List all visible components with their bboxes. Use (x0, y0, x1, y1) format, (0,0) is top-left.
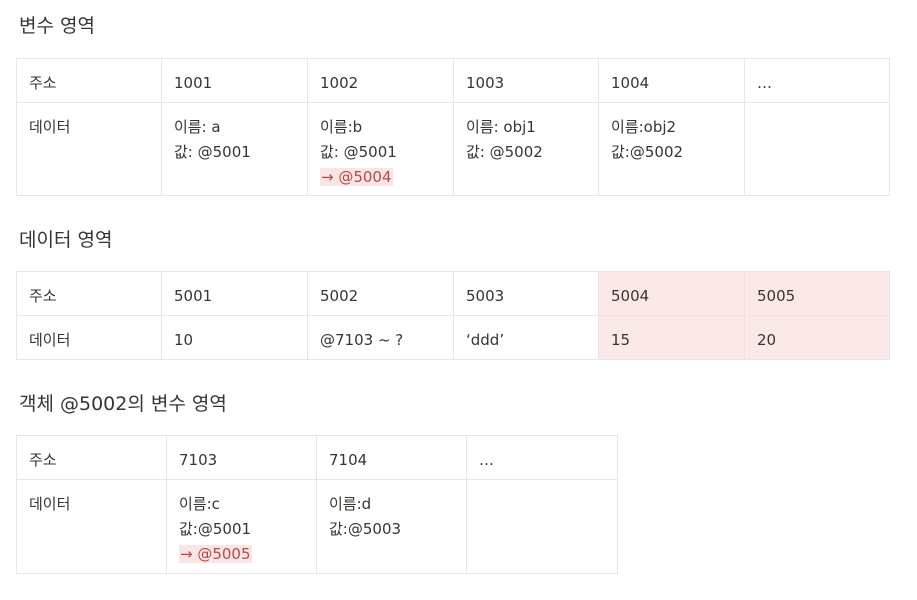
data-cell: @7103 ~ ? (307, 315, 454, 360)
var-value: 값:@5003 (329, 520, 402, 538)
var-name: 이름: a (174, 118, 221, 136)
row-label: 데이터 (16, 479, 167, 574)
object-variable-area-heading: 객체 @5002의 변수 영역 (19, 393, 227, 415)
changed-value: → @5005 (179, 545, 252, 563)
var-name: 이름: obj1 (466, 118, 536, 136)
row-label: 주소 (16, 58, 162, 103)
address-cell: 1002 (307, 58, 454, 103)
data-cell-highlighted: 15 (598, 315, 745, 360)
data-row: 데이터 이름: a 값: @5001 이름:b 값: @5001 → @5004… (16, 102, 890, 196)
object-variable-area-table: 주소 7103 7104 … 데이터 이름:c 값:@5001 → @5005 … (16, 435, 618, 574)
address-row: 주소 1001 1002 1003 1004 … (16, 58, 890, 103)
var-name: 이름:c (179, 495, 220, 513)
var-value: 값: @5001 (174, 143, 251, 161)
row-label: 주소 (16, 271, 162, 316)
row-label: 데이터 (16, 315, 162, 360)
data-cell: 이름: obj1 값: @5002 (453, 102, 599, 196)
address-cell: 1001 (161, 58, 308, 103)
address-cell: 7104 (316, 435, 467, 480)
address-cell: 5002 (307, 271, 454, 316)
data-row: 데이터 이름:c 값:@5001 → @5005 이름:d 값:@5003 (16, 479, 618, 574)
data-row: 데이터 10 @7103 ~ ? ‘ddd’ 15 20 (16, 315, 890, 360)
row-label: 데이터 (16, 102, 162, 196)
address-cell: 1003 (453, 58, 599, 103)
data-area-heading: 데이터 영역 (19, 229, 113, 251)
address-cell: 1004 (598, 58, 745, 103)
changed-value: → @5004 (320, 168, 393, 186)
data-cell: 이름:c 값:@5001 → @5005 (166, 479, 317, 574)
address-cell: 7103 (166, 435, 317, 480)
data-cell: 이름: a 값: @5001 (161, 102, 308, 196)
var-name: 이름:d (329, 495, 372, 513)
data-cell: ‘ddd’ (453, 315, 599, 360)
var-value: 값:@5001 (179, 520, 252, 538)
row-label: 주소 (16, 435, 167, 480)
address-row: 주소 5001 5002 5003 5004 5005 (16, 271, 890, 316)
variable-area-table: 주소 1001 1002 1003 1004 … 데이터 이름: a 값: @5… (16, 58, 890, 196)
address-cell-highlighted: 5005 (744, 271, 890, 316)
address-cell: 5003 (453, 271, 599, 316)
data-cell (744, 102, 890, 196)
address-row: 주소 7103 7104 … (16, 435, 618, 480)
data-area-table: 주소 5001 5002 5003 5004 5005 데이터 10 @7103… (16, 271, 890, 360)
variable-area-heading: 변수 영역 (19, 15, 95, 37)
var-name: 이름:obj2 (611, 118, 677, 136)
data-cell (466, 479, 618, 574)
data-cell: 이름:obj2 값:@5002 (598, 102, 745, 196)
address-cell: … (744, 58, 890, 103)
var-value: 값:@5002 (611, 143, 684, 161)
var-value: 값: @5002 (466, 143, 543, 161)
var-name: 이름:b (320, 118, 363, 136)
data-cell: 이름:d 값:@5003 (316, 479, 467, 574)
address-cell: 5001 (161, 271, 308, 316)
var-value: 값: @5001 (320, 143, 397, 161)
data-cell: 10 (161, 315, 308, 360)
address-cell-highlighted: 5004 (598, 271, 745, 316)
address-cell: … (466, 435, 618, 480)
data-cell: 이름:b 값: @5001 → @5004 (307, 102, 454, 196)
data-cell-highlighted: 20 (744, 315, 890, 360)
